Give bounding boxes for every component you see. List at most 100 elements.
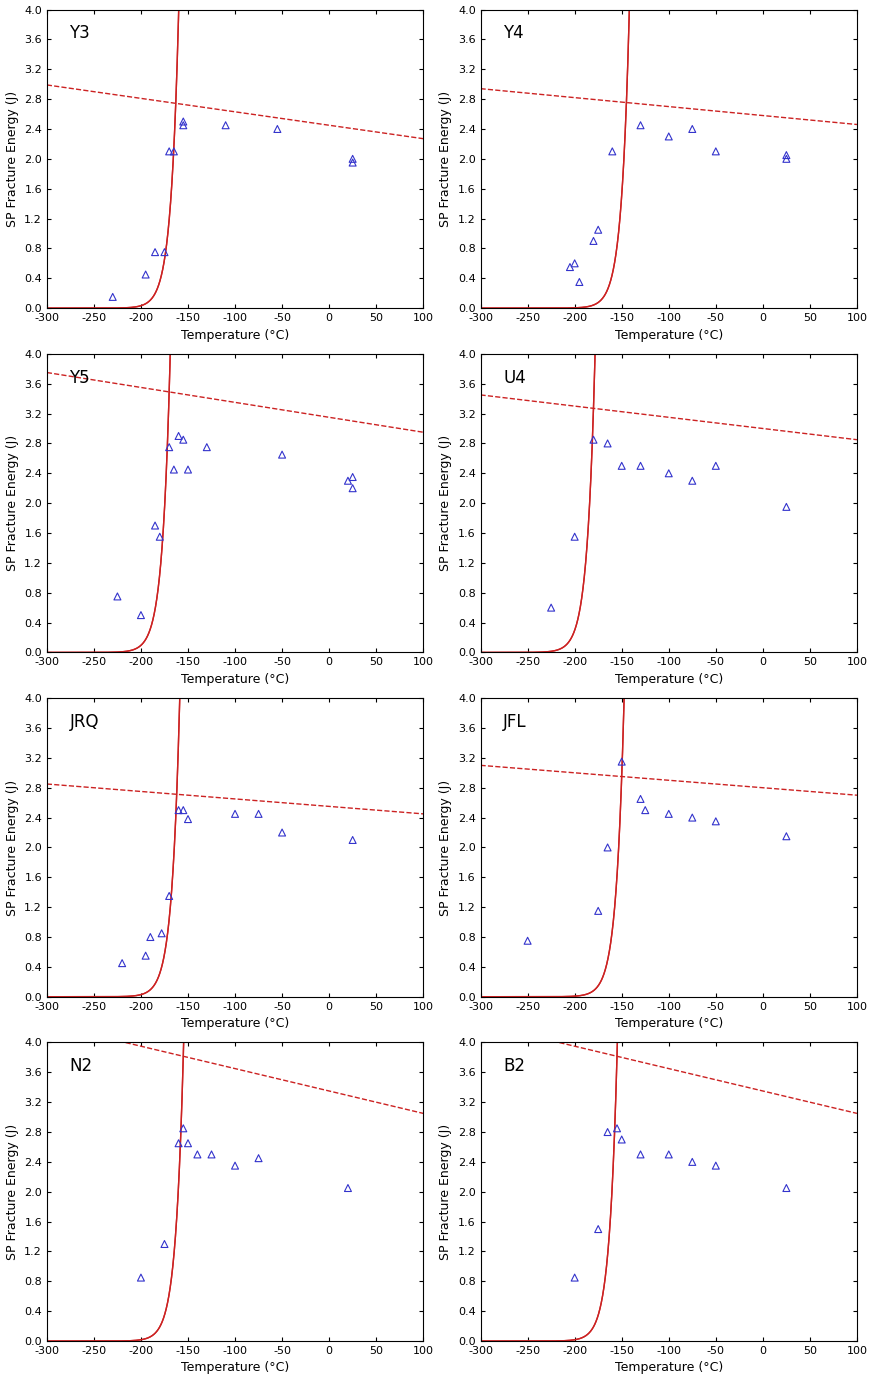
Point (172, 1132, 186, 1154)
Point (662, 126, 676, 148)
X-axis label: Temperature (°C): Temperature (°C) (181, 328, 289, 341)
Text: B2: B2 (503, 1057, 526, 1075)
Point (167, 458, 181, 480)
Point (601, 432, 615, 454)
Point (587, 230, 601, 253)
Point (587, 429, 601, 451)
Point (275, 821, 289, 843)
Point (176, 429, 190, 451)
Point (110, 585, 124, 607)
Point (591, 218, 605, 240)
X-axis label: Temperature (°C): Temperature (°C) (615, 673, 723, 686)
Point (190, 1144, 204, 1166)
Point (634, 788, 648, 810)
Point (228, 1155, 242, 1177)
Point (143, 926, 157, 948)
Point (591, 900, 605, 922)
Point (638, 799, 652, 821)
Point (615, 1129, 629, 1151)
Point (157, 241, 171, 264)
Point (634, 115, 648, 137)
Point (181, 809, 195, 831)
Point (251, 803, 265, 825)
Point (634, 1144, 648, 1166)
Point (591, 1219, 605, 1241)
Point (709, 1155, 723, 1177)
Point (228, 803, 242, 825)
Point (157, 1232, 171, 1254)
X-axis label: Temperature (°C): Temperature (°C) (615, 328, 723, 341)
Point (153, 526, 167, 548)
Point (685, 117, 699, 139)
Point (709, 141, 723, 163)
Y-axis label: SP Fracture Energy (J): SP Fracture Energy (J) (439, 91, 452, 226)
Text: Y3: Y3 (70, 25, 90, 43)
Point (155, 922, 168, 944)
Point (346, 477, 360, 500)
Point (167, 141, 181, 163)
Text: N2: N2 (70, 1057, 93, 1075)
Point (615, 455, 629, 477)
Point (162, 436, 176, 458)
Point (346, 152, 360, 174)
Point (176, 115, 190, 137)
Point (139, 945, 153, 967)
Point (567, 1267, 581, 1289)
Point (181, 458, 195, 480)
Point (780, 495, 794, 518)
Point (346, 466, 360, 489)
Point (346, 829, 360, 851)
X-axis label: Temperature (°C): Temperature (°C) (181, 673, 289, 686)
Point (106, 286, 120, 308)
Point (176, 799, 190, 821)
Point (520, 930, 534, 952)
Point (148, 515, 162, 537)
Point (563, 257, 577, 279)
Y-axis label: SP Fracture Energy (J): SP Fracture Energy (J) (5, 91, 18, 226)
Point (200, 436, 214, 458)
Point (341, 469, 355, 491)
Text: Y4: Y4 (503, 25, 524, 43)
Y-axis label: SP Fracture Energy (J): SP Fracture Energy (J) (5, 780, 18, 915)
Point (685, 469, 699, 491)
Y-axis label: SP Fracture Energy (J): SP Fracture Energy (J) (5, 435, 18, 571)
Point (662, 803, 676, 825)
Point (162, 141, 176, 163)
Point (573, 270, 587, 293)
Text: U4: U4 (503, 368, 526, 386)
Point (544, 596, 558, 618)
Text: JFL: JFL (503, 713, 526, 731)
Text: Y5: Y5 (70, 368, 90, 386)
Point (615, 751, 629, 773)
Point (610, 1118, 624, 1140)
Y-axis label: SP Fracture Energy (J): SP Fracture Energy (J) (439, 780, 452, 915)
Point (162, 885, 176, 907)
Point (341, 1177, 355, 1199)
Point (172, 799, 186, 821)
Point (662, 462, 676, 484)
Point (605, 141, 619, 163)
X-axis label: Temperature (°C): Temperature (°C) (615, 1017, 723, 1029)
X-axis label: Temperature (°C): Temperature (°C) (615, 1362, 723, 1374)
Point (780, 144, 794, 166)
Y-axis label: SP Fracture Energy (J): SP Fracture Energy (J) (439, 435, 452, 571)
Point (204, 1144, 218, 1166)
Y-axis label: SP Fracture Energy (J): SP Fracture Energy (J) (439, 1123, 452, 1260)
Point (567, 526, 581, 548)
Point (271, 117, 285, 139)
X-axis label: Temperature (°C): Temperature (°C) (181, 1362, 289, 1374)
Point (148, 241, 162, 264)
Point (115, 952, 129, 974)
Point (181, 1132, 195, 1154)
Point (709, 455, 723, 477)
Text: JRQ: JRQ (70, 713, 99, 731)
Point (346, 148, 360, 170)
Point (139, 264, 153, 286)
Point (275, 443, 289, 465)
Point (685, 806, 699, 828)
X-axis label: Temperature (°C): Temperature (°C) (181, 1017, 289, 1029)
Point (780, 1177, 794, 1199)
Point (634, 455, 648, 477)
Point (685, 1151, 699, 1173)
Point (176, 1118, 190, 1140)
